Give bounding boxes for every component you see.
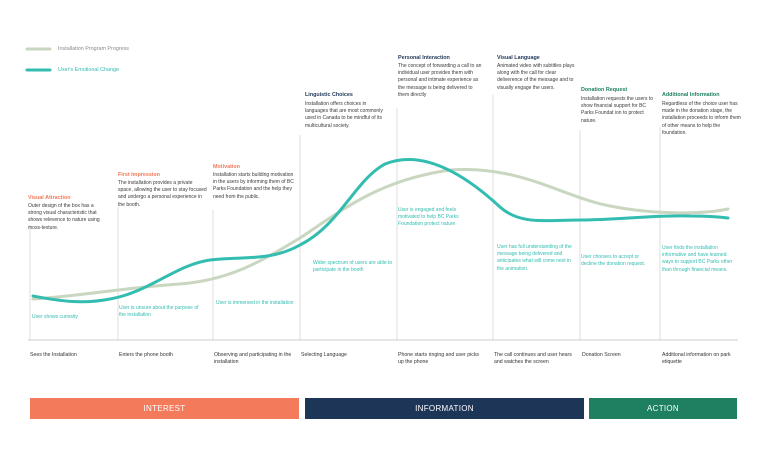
emotion-note-8: User finds the installation informative … — [662, 245, 733, 273]
emotion-curve — [31, 158, 730, 304]
card-title-visual-attraction: Visual Attraction — [28, 195, 71, 201]
stage-label-6: The call continues and user hears and wa… — [494, 352, 572, 366]
emotion-legend-label: User's Emotional Change — [58, 67, 119, 73]
progress-legend-label: Installation Program Progress — [58, 46, 130, 52]
progress-curve — [31, 167, 730, 301]
card-text-donation-request: Installation requests the users to show … — [581, 96, 653, 124]
card-title-visual-language: Visual Language — [497, 55, 540, 61]
stage-dividers — [29, 95, 661, 340]
stage-label-7: Donation Screen — [582, 352, 621, 358]
card-text-motivation: Installation starts building motivation … — [213, 172, 294, 200]
card-text-visual-language: Animated video with subtitles plays alon… — [497, 63, 575, 91]
phase-interest: INTEREST — [30, 398, 299, 419]
card-title-additional-information: Additional Information — [662, 92, 720, 98]
phase-information: INFORMATION — [305, 398, 584, 419]
emotion-note-4: Wider spectrum of users are able to part… — [313, 260, 393, 274]
card-text-personal-interaction: The concept of forwarding a call to an i… — [398, 63, 482, 98]
emotion-note-5: User is engaged and feels motivated to h… — [398, 207, 459, 228]
card-text-linguistic-choices: Installation offers choices in languages… — [305, 101, 383, 129]
phase-action: ACTION — [589, 398, 737, 419]
stage-label-4: Selecting Language — [301, 352, 347, 358]
card-title-first-impression: First Impression — [118, 172, 160, 178]
stage-label-5: Phone starts ringing and user picks up t… — [398, 352, 480, 366]
card-title-motivation: Motivation — [213, 164, 240, 170]
card-text-first-impression: The installation provides a private spac… — [118, 180, 207, 208]
emotion-note-1: User shows curiosity — [32, 314, 78, 320]
emotion-note-7: User chooses to accept or decline the do… — [581, 254, 646, 268]
stage-label-2: Enters the phone booth — [119, 352, 173, 358]
stage-label-3: Observing and participating in the insta… — [214, 352, 292, 366]
card-text-additional-information: Regardless of the choice user has made i… — [662, 101, 741, 136]
stage-label-1: Sees the Installation — [30, 352, 77, 358]
emotion-note-6: User has full understanding of the messa… — [497, 244, 572, 272]
emotion-note-3: User is immersed in the installation — [216, 300, 294, 306]
card-title-personal-interaction: Personal Interaction — [398, 55, 450, 61]
stage-label-8: Additional information on park etiquette — [662, 352, 731, 366]
emotion-note-2: User is unsure about the purpose of the … — [119, 305, 199, 319]
card-title-donation-request: Donation Request — [581, 87, 628, 93]
card-title-linguistic-choices: Linguistic Choices — [305, 92, 353, 98]
card-text-visual-attraction: Outer design of the box has a strong vis… — [28, 203, 100, 231]
